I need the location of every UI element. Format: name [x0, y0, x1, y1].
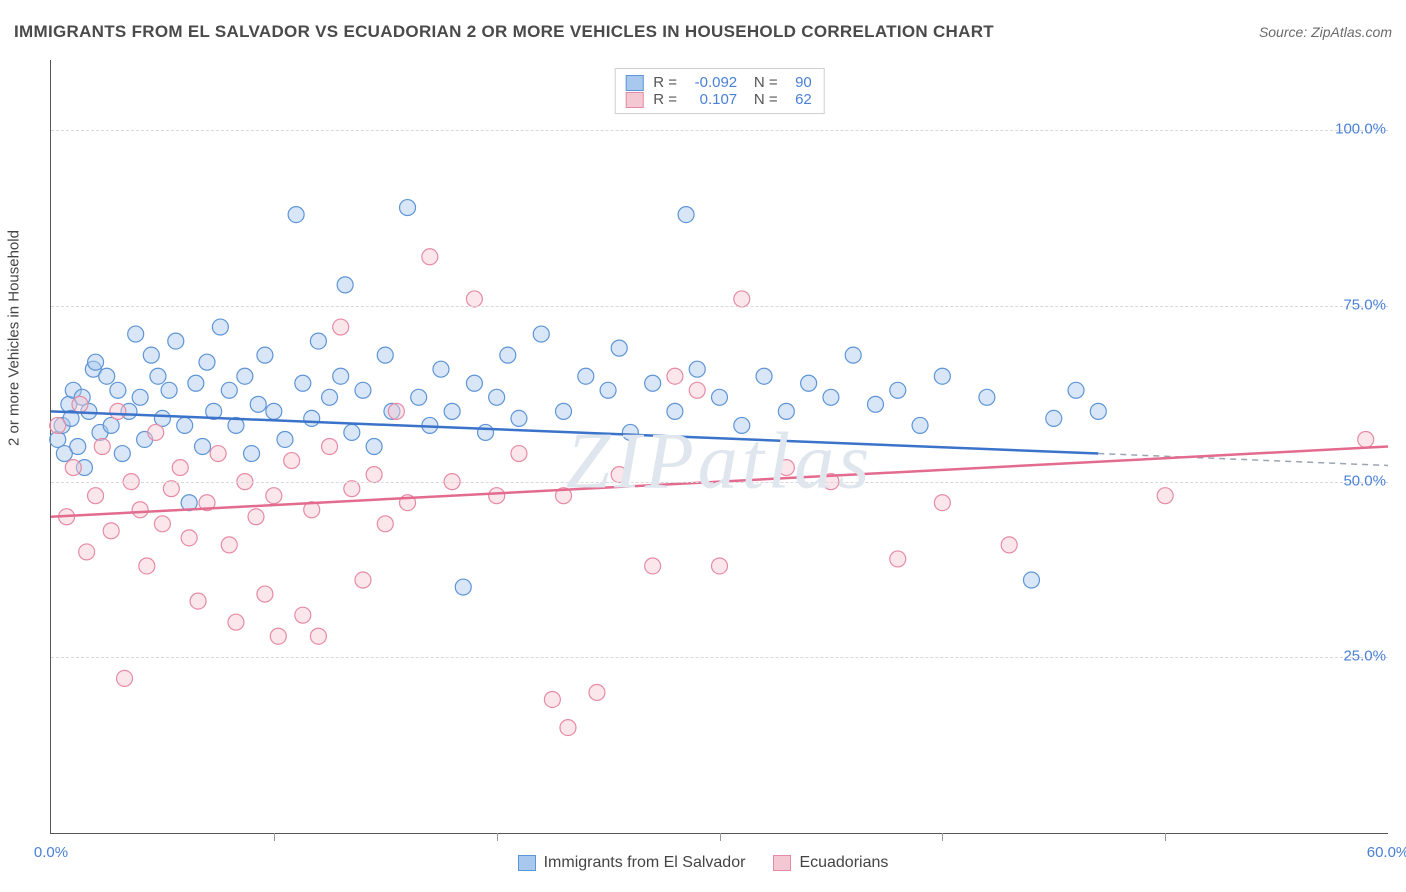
n-label: N = [754, 74, 778, 91]
legend-item-ecuadorian: Ecuadorians [773, 854, 888, 872]
n-value-ecuadorian: 62 [784, 91, 812, 108]
chart-container: IMMIGRANTS FROM EL SALVADOR VS ECUADORIA… [0, 0, 1406, 892]
gridline [51, 482, 1388, 483]
x-tick [720, 833, 721, 841]
legend-label-salvador: Immigrants from El Salvador [544, 854, 746, 872]
legend-label-ecuadorian: Ecuadorians [799, 854, 888, 872]
x-tick [497, 833, 498, 841]
y-tick-label: 50.0% [1343, 472, 1390, 489]
gridline [51, 306, 1388, 307]
swatch-salvador-icon [518, 855, 536, 871]
correlation-row-salvador: R = -0.092 N = 90 [625, 74, 812, 91]
plot-frame: ZIPatlas R = -0.092 N = 90 R = [50, 60, 1388, 834]
series-legend: Immigrants from El Salvador Ecuadorians [0, 854, 1406, 872]
x-tick [1165, 833, 1166, 841]
legend-item-salvador: Immigrants from El Salvador [518, 854, 746, 872]
swatch-ecuadorian-icon [773, 855, 791, 871]
gridline [51, 657, 1388, 658]
r-value-ecuadorian: 0.107 [683, 91, 737, 108]
r-label: R = [653, 74, 677, 91]
correlation-legend: R = -0.092 N = 90 R = 0.107 N = 62 [614, 68, 825, 114]
trend-layer [51, 60, 1388, 833]
gridline [51, 130, 1388, 131]
r-value-salvador: -0.092 [683, 74, 737, 91]
plot-area: ZIPatlas R = -0.092 N = 90 R = [51, 60, 1388, 833]
source-label: Source: ZipAtlas.com [1259, 24, 1392, 40]
x-tick [274, 833, 275, 841]
trend-line-salvador [51, 411, 1098, 453]
correlation-text-salvador: R = -0.092 N = 90 [653, 74, 812, 91]
title-row: IMMIGRANTS FROM EL SALVADOR VS ECUADORIA… [14, 22, 1392, 42]
correlation-row-ecuadorian: R = 0.107 N = 62 [625, 91, 812, 108]
n-value-salvador: 90 [784, 74, 812, 91]
chart-title: IMMIGRANTS FROM EL SALVADOR VS ECUADORIA… [14, 22, 994, 42]
y-tick-label: 25.0% [1343, 648, 1390, 665]
n-label-2: N = [754, 91, 778, 108]
y-tick-label: 100.0% [1335, 121, 1390, 138]
r-label-2: R = [653, 91, 677, 108]
correlation-text-ecuadorian: R = 0.107 N = 62 [653, 91, 812, 108]
y-axis-label: 2 or more Vehicles in Household [6, 230, 23, 446]
swatch-ecuadorian-icon [625, 92, 643, 108]
y-tick-label: 75.0% [1343, 297, 1390, 314]
x-tick [942, 833, 943, 841]
swatch-salvador-icon [625, 75, 643, 91]
